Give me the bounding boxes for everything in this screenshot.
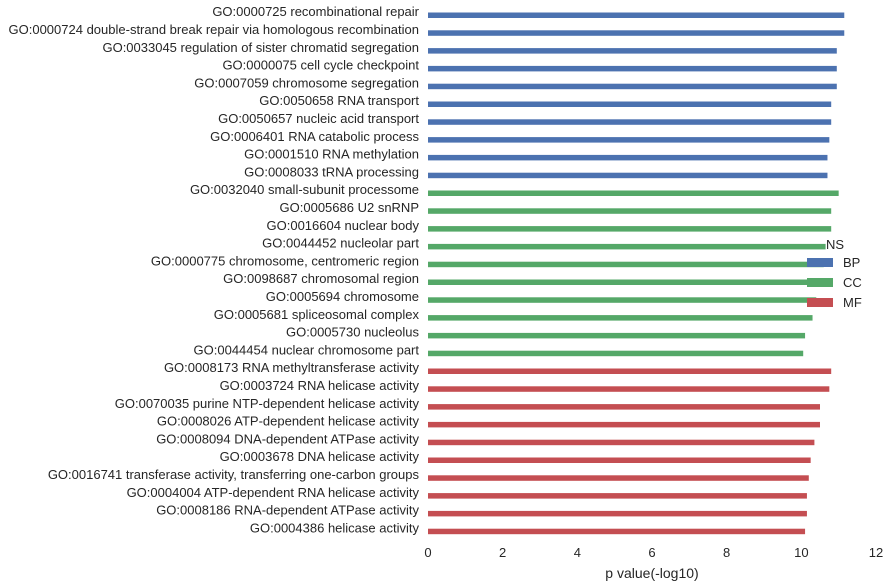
category-label: GO:0004386 helicase activity — [250, 520, 420, 535]
category-label: GO:0033045 regulation of sister chromati… — [102, 40, 419, 55]
category-label: GO:0000075 cell cycle checkpoint — [222, 58, 419, 73]
bar-cc-12 — [428, 226, 832, 232]
category-label: GO:0008094 DNA-dependent ATPase activity — [156, 431, 419, 446]
bar-bp-4 — [428, 83, 837, 90]
bar-cc-10 — [428, 190, 839, 196]
category-label: GO:0016741 transferase activity, transfe… — [48, 467, 420, 482]
bar-mf-20 — [428, 368, 832, 374]
x-tick-label: 2 — [499, 545, 506, 560]
x-tick-label: 8 — [723, 545, 730, 560]
category-label: GO:0005730 nucleolus — [286, 325, 419, 340]
x-axis-ticks: 0 2 4 6 8 10 12 — [424, 545, 883, 560]
bar-cc-19 — [428, 350, 804, 357]
bar-cc-16 — [428, 297, 817, 303]
bar-mf-25 — [428, 457, 811, 463]
category-label: GO:0000775 chromosome, centromeric regio… — [151, 253, 419, 268]
legend-entries: BP CC MF — [807, 255, 862, 310]
x-tick-label: 12 — [869, 545, 883, 560]
category-label: GO:0005686 U2 snRNP — [280, 200, 419, 215]
bar-cc-11 — [428, 208, 832, 214]
category-label: GO:0070035 purine NTP-dependent helicase… — [115, 396, 420, 411]
x-tick-label: 4 — [574, 545, 581, 560]
bar-bp-1 — [428, 30, 845, 36]
category-label: GO:0001510 RNA methylation — [244, 147, 419, 162]
bar-mf-28 — [428, 510, 807, 517]
bar-mf-29 — [428, 528, 806, 535]
bar-mf-21 — [428, 386, 830, 392]
legend-title: NS — [826, 237, 844, 252]
bar-cc-14 — [428, 261, 824, 268]
category-label: GO:0044452 nucleolar part — [262, 236, 419, 251]
bar-bp-5 — [428, 101, 832, 107]
category-label: GO:0050657 nucleic acid transport — [218, 111, 419, 126]
legend-swatch-bp — [807, 258, 833, 267]
category-label: GO:0003678 DNA helicase activity — [220, 449, 420, 464]
bar-bp-7 — [428, 137, 830, 143]
category-label: GO:0000725 recombinational repair — [212, 4, 419, 19]
bars-layer — [428, 12, 845, 535]
bar-cc-15 — [428, 279, 820, 285]
bar-mf-27 — [428, 493, 807, 499]
category-label: GO:0004004 ATP-dependent RNA helicase ac… — [127, 485, 420, 500]
legend-label-mf: MF — [843, 295, 862, 310]
category-label: GO:0044454 nuclear chromosome part — [194, 342, 420, 357]
legend-label-bp: BP — [843, 255, 860, 270]
legend[interactable]: NS BP CC MF — [807, 237, 862, 310]
bar-mf-26 — [428, 475, 809, 481]
x-tick-label: 6 — [648, 545, 655, 560]
category-label: GO:0098687 chromosomal region — [223, 271, 419, 286]
bar-mf-23 — [428, 421, 820, 428]
bar-bp-8 — [428, 154, 828, 161]
bar-cc-17 — [428, 315, 813, 321]
category-label: GO:0008173 RNA methyltransferase activit… — [164, 360, 420, 375]
bar-bp-6 — [428, 119, 832, 125]
bar-mf-24 — [428, 439, 815, 446]
category-label: GO:0032040 small-subunit processome — [190, 182, 419, 197]
category-label: GO:0016604 nuclear body — [267, 218, 420, 233]
legend-label-cc: CC — [843, 275, 862, 290]
category-label: GO:0005694 chromosome — [266, 289, 419, 304]
category-label: GO:0008033 tRNA processing — [244, 164, 419, 179]
category-label: GO:0006401 RNA catabolic process — [210, 129, 419, 144]
bar-cc-18 — [428, 332, 806, 339]
bar-mf-22 — [428, 404, 820, 410]
bar-bp-9 — [428, 172, 828, 179]
bar-bp-3 — [428, 65, 837, 72]
category-label: GO:0050658 RNA transport — [259, 93, 419, 108]
category-labels: GO:0000725 recombinational repair GO:0000… — [9, 4, 420, 535]
category-label: GO:0005681 spliceosomal complex — [214, 307, 420, 322]
bar-bp-2 — [428, 48, 837, 54]
x-tick-label: 0 — [424, 545, 431, 560]
category-label: GO:0008026 ATP-dependent helicase activi… — [157, 414, 420, 429]
legend-swatch-cc — [807, 278, 833, 287]
bar-cc-13 — [428, 243, 826, 250]
bar-bp-0 — [428, 12, 845, 18]
category-label: GO:0007059 chromosome segregation — [194, 75, 419, 90]
category-label: GO:0008186 RNA-dependent ATPase activity — [156, 503, 419, 518]
x-axis-title: p value(-log10) — [605, 565, 698, 581]
legend-swatch-mf — [807, 298, 833, 307]
category-label: GO:0000724 double-strand break repair vi… — [9, 22, 419, 37]
category-label: GO:0003724 RNA helicase activity — [220, 378, 420, 393]
x-tick-label: 10 — [794, 545, 808, 560]
